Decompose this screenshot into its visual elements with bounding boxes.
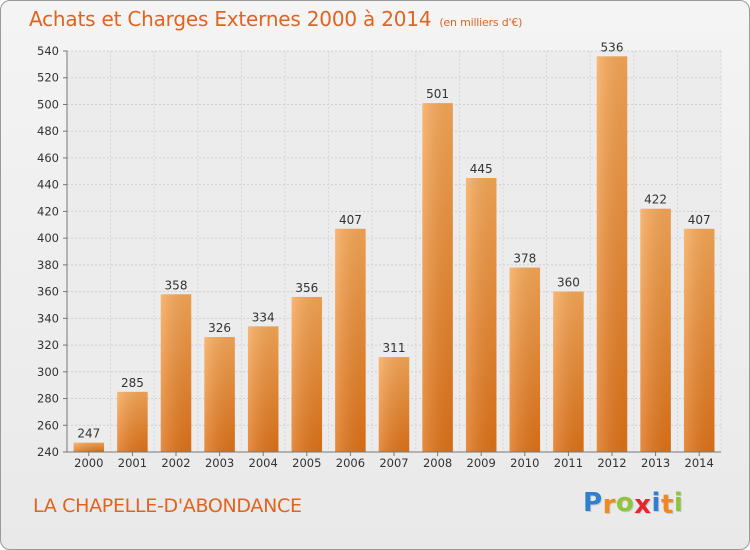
x-tick-label: 2009	[467, 456, 496, 470]
y-tick-label: 320	[37, 338, 59, 352]
data-label-2001: 285	[121, 376, 144, 390]
y-tick-label: 380	[37, 258, 59, 272]
logo-letter: i	[651, 488, 661, 518]
logo-letter: x	[634, 490, 652, 520]
logo-letter: i	[673, 488, 684, 518]
logo-letter: t	[660, 490, 674, 520]
data-label-2012: 536	[601, 40, 624, 54]
logo-letter: r	[602, 490, 616, 520]
data-label-2009: 445	[470, 162, 493, 176]
bar-shade-2006	[335, 228, 366, 452]
commune-name: LA CHAPELLE-D'ABONDANCE	[33, 495, 302, 517]
chart-subtitle: (en milliers d'€)	[439, 16, 523, 29]
x-tick-label: 2014	[685, 456, 714, 470]
bar-shade-2004	[247, 326, 279, 452]
y-tick-label: 360	[37, 285, 59, 299]
data-label-2010: 378	[513, 252, 536, 266]
data-label-2013: 422	[644, 193, 667, 207]
bar-shade-2011	[553, 291, 584, 452]
data-label-2000: 247	[77, 427, 100, 441]
bar-shade-2001	[117, 391, 148, 452]
proxiti-logo: Proxiti	[583, 488, 684, 520]
y-tick-label: 460	[37, 151, 59, 165]
data-label-2005: 356	[295, 281, 318, 295]
data-label-2003: 326	[208, 321, 231, 335]
data-label-2004: 334	[252, 310, 275, 324]
logo-letter: o	[615, 488, 635, 518]
x-tick-label: 2013	[641, 456, 670, 470]
bar-shade-2007	[378, 357, 410, 452]
bar-shade-2005	[291, 296, 323, 452]
bar-shade-2010	[509, 267, 541, 452]
x-tick-label: 2007	[379, 456, 408, 470]
x-tick-label: 2002	[161, 456, 190, 470]
x-tick-label: 2003	[205, 456, 234, 470]
y-tick-label: 240	[37, 445, 59, 459]
data-label-2002: 358	[165, 278, 188, 292]
chart-title-block: Achats et Charges Externes 2000 à 2014 (e…	[29, 7, 522, 31]
x-tick-label: 2001	[118, 456, 147, 470]
y-tick-label: 340	[37, 311, 59, 325]
x-tick-label: 2012	[597, 456, 626, 470]
x-tick-label: 2011	[554, 456, 583, 470]
x-tick-label: 2010	[510, 456, 539, 470]
y-tick-label: 440	[37, 178, 59, 192]
y-tick-label: 280	[37, 392, 59, 406]
y-tick-label: 540	[37, 44, 59, 58]
y-tick-label: 300	[37, 365, 59, 379]
y-tick-label: 500	[37, 97, 59, 111]
y-tick-label: 260	[37, 418, 59, 432]
data-label-2006: 407	[339, 213, 362, 227]
bar-shade-2013	[640, 208, 671, 452]
bar-shade-2012	[596, 56, 628, 452]
y-tick-label: 480	[37, 124, 59, 138]
bar-shade-2003	[204, 337, 235, 452]
bar-shade-2000	[73, 442, 105, 452]
x-tick-label: 2008	[423, 456, 452, 470]
x-tick-label: 2006	[336, 456, 365, 470]
y-tick-label: 400	[37, 231, 59, 245]
x-tick-label: 2000	[74, 456, 103, 470]
bar-shade-2008	[422, 103, 453, 452]
y-tick-label: 520	[37, 71, 59, 85]
data-label-2014: 407	[688, 213, 711, 227]
bar-shade-2009	[465, 177, 497, 452]
data-label-2011: 360	[557, 276, 580, 290]
bar-shade-2002	[160, 294, 192, 452]
y-tick-label: 420	[37, 204, 59, 218]
data-label-2007: 311	[383, 341, 406, 355]
chart-title: Achats et Charges Externes 2000 à 2014	[29, 7, 432, 31]
data-label-2008: 501	[426, 87, 449, 101]
bar-shade-2014	[683, 228, 715, 452]
logo-letter: P	[583, 488, 603, 518]
x-tick-label: 2004	[249, 456, 278, 470]
x-tick-label: 2005	[292, 456, 321, 470]
